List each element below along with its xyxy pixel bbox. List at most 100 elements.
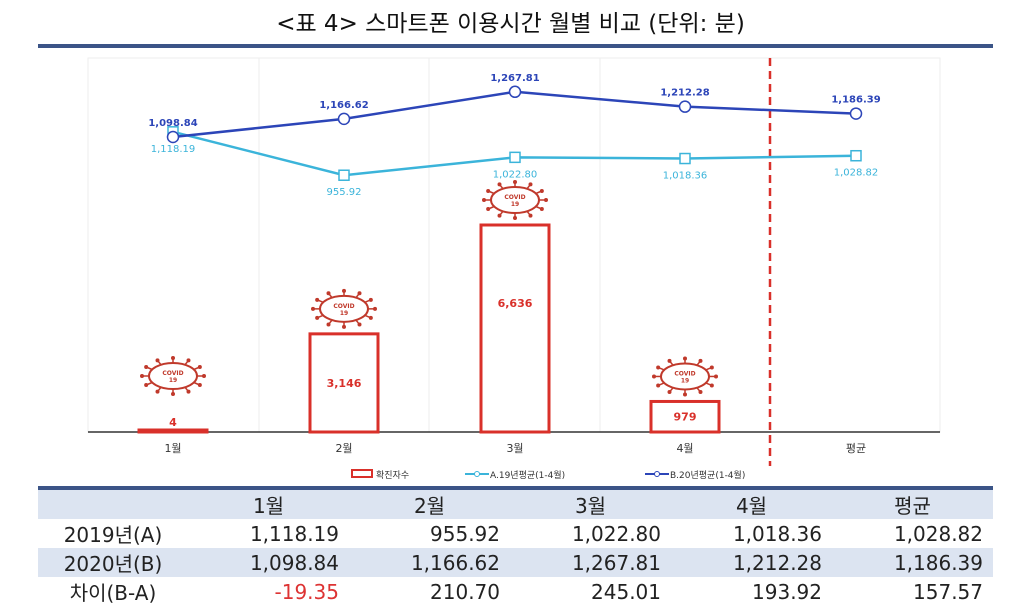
virus-label: 19 [340,310,348,317]
virus-spike-tip [486,207,491,211]
virus-spike-tip [197,383,202,387]
legend-label: A.19년평균(1-4월) [490,469,565,481]
data-label: 1,018.36 [663,171,708,182]
cell: 157.57 [913,579,983,604]
virus-spike-tip [357,291,362,296]
virus-spike-tip [342,288,346,293]
data-point [508,85,522,99]
virus-spike-tip [714,374,718,379]
data-table: 1월 2월 3월 4월 평균 2019년(A) 1,118.19 955.92 … [38,486,993,606]
cell: -19.35 [274,579,339,604]
virus-spike-tip [667,390,672,395]
virus-spike-tip [311,306,315,311]
table-row: 2019년(A) 1,118.19 955.92 1,022.80 1,018.… [38,519,993,548]
cell: 1,022.80 [571,521,661,546]
cell: 1,118.19 [249,521,339,546]
bar-label: 4 [169,416,177,429]
virus-spike-tip [144,365,149,369]
virus-spike-tip [482,198,486,202]
data-point [850,149,862,162]
bar [308,332,380,434]
data-label: 1,022.80 [493,169,538,180]
table-title: <표 4> 스마트폰 이용시간 월별 비교 (단위: 분) [276,11,745,37]
virus-spike-tip [528,213,533,218]
cell: 1,098.84 [249,550,339,575]
virus-spike-tip [683,392,687,397]
data-point [849,107,863,120]
header-cell [38,488,188,519]
data-label: 1,118.19 [151,144,196,155]
cell: 1,018.36 [732,521,822,546]
data-point [338,169,350,181]
data-label: 1,186.39 [831,95,880,106]
legend-bar-swatch [351,469,373,478]
virus-spike-tip [656,365,661,370]
cell: 210.70 [430,579,500,604]
virus-spike-tip [698,390,703,395]
data-point [679,152,691,165]
legend-marker [474,471,480,477]
virus-spike-tip [709,383,714,388]
virus-spike-tip [186,389,191,394]
virus-spike-tip [539,207,544,211]
data-label: 1,212.28 [660,88,709,99]
virus-label: COVID [504,194,525,201]
virus-body [148,362,198,390]
data-point [166,130,180,144]
virus-spike-tip [652,374,656,379]
header-cell: 3월 [574,494,607,518]
virus-spike-tip [186,358,191,363]
virus-spike-tip [368,297,373,302]
cell: 245.01 [591,579,661,604]
row-label: 차이(B-A) [69,581,157,605]
virus-spike-tip [342,324,346,329]
header-cell: 1월 [252,494,285,518]
bar [137,428,209,434]
bar-label: 979 [674,411,697,424]
virus-spike-tip [683,356,687,361]
cell: 1,166.62 [410,550,500,575]
bar-label: 6,636 [498,297,533,310]
plot-area [87,57,941,433]
virus-label: COVID [674,370,695,377]
virus-spike-tip [513,180,517,184]
cell: 1,186.39 [893,550,983,575]
header-cell: 4월 [735,494,768,518]
virus-label: 19 [681,377,689,384]
virus-spike-tip [171,356,175,360]
virus-spike-tip [155,389,160,394]
x-tick-label: 2월 [335,442,352,455]
virus-spike-tip [144,383,149,387]
data-point [678,100,692,113]
virus-spike-tip [197,365,202,369]
cell: 1,028.82 [893,521,983,546]
x-tick-label: 1월 [164,442,181,455]
virus-spike-tip [315,297,320,302]
bar [649,399,721,434]
virus-spike-tip [373,306,377,311]
legend-label: B.20년평균(1-4월) [670,469,745,481]
virus-spike-tip [155,358,160,363]
data-point [337,112,351,126]
cell: 955.92 [430,521,500,546]
data-label: 1,166.62 [319,100,368,111]
row-label: 2019년(A) [63,523,163,547]
legend-marker [654,471,660,477]
x-tick-label: 4월 [676,442,693,455]
table-row: 차이(B-A) -19.35 210.70 245.01 193.92 157.… [38,577,993,606]
virus-label: 19 [169,377,177,384]
data-label: 1,098.84 [148,118,197,129]
cell: 1,212.28 [732,550,822,575]
table-header-row: 1월 2월 3월 4월 평균 [38,488,993,519]
legend-label: 확진자수 [376,469,409,481]
virus-spike-tip [315,315,320,320]
virus-spike-tip [326,291,331,296]
virus-label: 19 [511,201,519,208]
bar [479,223,551,434]
virus-spike-tip [513,216,517,220]
virus-body [490,186,540,214]
virus-label: COVID [333,303,354,310]
